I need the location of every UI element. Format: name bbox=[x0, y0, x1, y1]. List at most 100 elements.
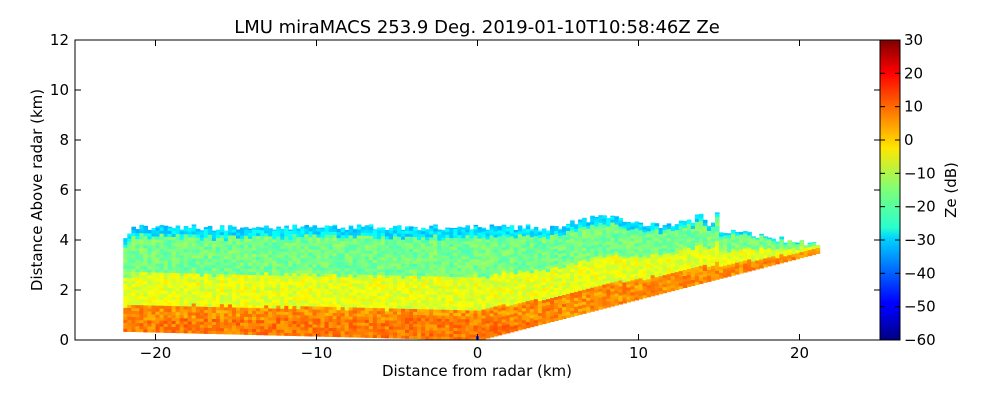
ze-cell bbox=[360, 325, 366, 329]
ze-cell bbox=[284, 284, 289, 288]
ze-cell bbox=[191, 254, 197, 259]
ze-cell bbox=[449, 276, 454, 280]
ze-cell bbox=[425, 332, 430, 337]
ze-cell bbox=[554, 290, 559, 294]
ze-cell bbox=[501, 312, 507, 317]
ze-cell bbox=[678, 285, 684, 290]
ze-cell bbox=[634, 251, 640, 256]
ze-cell bbox=[445, 327, 450, 331]
ze-cell bbox=[638, 280, 644, 285]
ze-cell bbox=[356, 241, 362, 245]
ze-cell bbox=[425, 281, 430, 286]
ze-cell bbox=[461, 336, 466, 341]
ze-cell bbox=[368, 307, 374, 311]
ze-cell bbox=[227, 231, 233, 236]
ze-cell bbox=[433, 314, 438, 319]
ze-cell bbox=[191, 326, 197, 331]
ze-cell bbox=[409, 260, 414, 264]
ze-cell bbox=[211, 291, 217, 295]
ze-cell bbox=[578, 311, 583, 315]
ze-cell bbox=[320, 234, 326, 238]
ze-cell bbox=[417, 302, 422, 307]
ze-cell bbox=[570, 223, 575, 227]
ze-cell bbox=[513, 234, 519, 239]
ze-cell bbox=[401, 317, 406, 321]
ze-cell bbox=[280, 290, 285, 294]
ze-cell bbox=[384, 230, 390, 234]
ze-cell bbox=[147, 307, 152, 312]
ze-cell bbox=[541, 233, 547, 238]
ze-cell bbox=[368, 250, 374, 254]
ze-cell bbox=[147, 319, 152, 324]
ze-cell bbox=[666, 267, 672, 272]
ze-cell bbox=[550, 303, 555, 307]
ze-cell bbox=[461, 303, 466, 308]
ze-cell bbox=[682, 251, 688, 255]
ze-cell bbox=[670, 248, 676, 253]
ze-cell bbox=[376, 292, 382, 297]
ze-cell bbox=[529, 290, 535, 295]
ze-cell bbox=[195, 291, 201, 295]
ze-cell bbox=[610, 219, 615, 223]
ze-cell bbox=[368, 256, 374, 260]
ze-cell bbox=[252, 319, 257, 323]
ze-cell bbox=[368, 274, 374, 278]
ze-cell bbox=[171, 245, 177, 249]
ze-cell bbox=[413, 302, 418, 306]
ze-cell bbox=[292, 314, 297, 318]
ze-cell bbox=[513, 276, 519, 281]
ze-cell bbox=[433, 230, 438, 235]
ze-cell bbox=[397, 299, 402, 303]
ze-cell bbox=[256, 238, 261, 243]
ze-cell bbox=[171, 305, 177, 309]
ze-cell bbox=[300, 281, 305, 286]
ze-cell bbox=[211, 330, 217, 334]
ze-cell bbox=[131, 301, 136, 305]
ze-cell bbox=[308, 326, 313, 331]
ze-cell bbox=[618, 261, 623, 266]
ze-cell bbox=[574, 288, 579, 292]
ze-cell bbox=[453, 330, 458, 334]
ze-cell bbox=[590, 293, 595, 297]
ze-cell bbox=[421, 290, 426, 295]
ze-cell bbox=[219, 318, 225, 323]
ze-cell bbox=[304, 332, 309, 337]
ze-cell bbox=[300, 293, 305, 298]
ze-cell bbox=[594, 217, 599, 218]
ze-cell bbox=[578, 224, 583, 228]
ze-cell bbox=[582, 301, 587, 305]
ze-cell bbox=[300, 248, 305, 253]
ze-cell bbox=[602, 248, 607, 252]
ze-cell bbox=[409, 314, 414, 318]
ze-cell bbox=[566, 308, 571, 312]
ze-cell bbox=[517, 251, 523, 256]
ze-cell bbox=[240, 310, 245, 314]
ze-cell bbox=[662, 262, 668, 267]
ze-cell bbox=[135, 235, 140, 240]
ze-cell bbox=[618, 219, 623, 224]
ze-cell bbox=[175, 281, 181, 286]
ze-cell bbox=[646, 236, 652, 241]
ze-cell bbox=[316, 270, 322, 274]
ze-cell bbox=[248, 295, 253, 299]
ze-cell bbox=[264, 244, 269, 249]
ze-cell bbox=[276, 227, 281, 231]
ze-cell bbox=[308, 314, 313, 319]
ze-cell bbox=[421, 245, 426, 250]
ze-cell bbox=[324, 228, 330, 232]
ze-cell bbox=[582, 244, 587, 248]
ze-cell bbox=[183, 287, 189, 292]
ze-cell bbox=[574, 224, 579, 226]
ze-cell bbox=[594, 295, 599, 299]
ze-cell bbox=[232, 315, 237, 320]
ze-cell bbox=[670, 287, 676, 292]
ze-cell bbox=[284, 242, 289, 246]
ze-cell bbox=[610, 264, 615, 268]
ze-cell bbox=[678, 234, 684, 239]
ze-cell bbox=[702, 255, 708, 259]
ze-cell bbox=[654, 288, 660, 293]
ze-cell bbox=[344, 240, 350, 245]
ze-cell bbox=[501, 261, 507, 266]
ze-cell bbox=[163, 296, 169, 300]
ze-cell bbox=[179, 248, 185, 253]
